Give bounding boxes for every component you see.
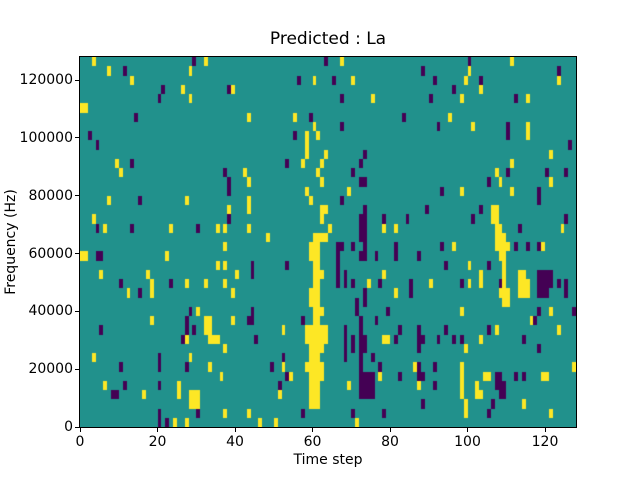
x-tick-mark [312, 428, 313, 432]
x-tick-label: 20 [148, 434, 167, 450]
y-tick-label: 100000 [19, 129, 73, 146]
x-tick-label: 100 [454, 434, 481, 450]
y-tick-mark [75, 253, 79, 255]
y-tick-label: 80000 [28, 187, 73, 204]
y-tick-mark [75, 368, 79, 370]
x-tick-mark [389, 428, 391, 432]
y-tick-label: 60000 [28, 245, 73, 262]
y-tick-mark [75, 310, 79, 312]
heatmap-canvas [80, 57, 576, 427]
x-tick-mark [157, 428, 158, 432]
y-tick-mark [75, 195, 79, 197]
x-tick-mark [79, 428, 81, 432]
x-axis-label: Time step [293, 452, 363, 468]
x-tick-label: 60 [303, 434, 322, 450]
x-tick-mark [234, 428, 236, 432]
x-tick-label: 80 [381, 434, 399, 450]
y-axis-label: Frequency (Hz) [3, 189, 19, 295]
y-tick-mark [75, 137, 79, 139]
y-tick-mark [75, 79, 79, 81]
x-tick-label: 120 [531, 434, 559, 450]
y-tick-label: 0 [64, 419, 73, 435]
plot-area [79, 56, 577, 428]
plot-title: Predicted : La [269, 29, 387, 49]
y-tick-label: 120000 [19, 72, 73, 89]
x-tick-label: 0 [75, 434, 85, 450]
y-tick-label: 20000 [28, 361, 73, 378]
y-tick-label: 40000 [28, 303, 73, 320]
x-tick-label: 40 [226, 434, 244, 450]
x-tick-mark [467, 428, 468, 432]
x-tick-mark [544, 428, 546, 432]
y-tick-mark [75, 426, 79, 428]
